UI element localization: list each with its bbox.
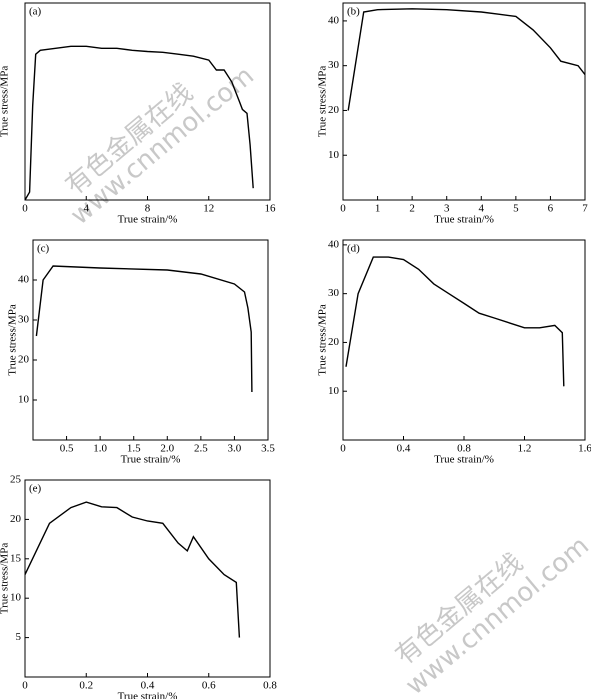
x-tick-label: 12 <box>203 203 214 215</box>
data-line <box>35 265 253 393</box>
x-tick-label: 3.5 <box>261 443 275 455</box>
x-tick-label: 2.0 <box>160 443 174 455</box>
x-tick-label: 0 <box>22 680 28 692</box>
x-tick-label: 5 <box>513 203 519 215</box>
y-tick-label: 20 <box>10 513 22 525</box>
y-tick-label: 40 <box>18 274 30 286</box>
x-tick-label: 4 <box>84 203 90 215</box>
y-axis-label: True stress/MPa <box>317 66 329 138</box>
y-axis-label: True stress/MPa <box>0 66 11 138</box>
x-tick-label: 1.6 <box>578 443 591 455</box>
y-tick-label: 30 <box>328 287 340 299</box>
panel-label: (a) <box>29 6 42 18</box>
y-tick-label: 30 <box>328 59 340 71</box>
y-axis-label: True stress/MPa <box>317 304 329 376</box>
data-line <box>347 8 586 111</box>
x-tick-label: 0.4 <box>141 680 155 692</box>
data-line <box>24 501 241 638</box>
panel-label: (b) <box>347 6 360 18</box>
y-axis-label: True stress/MPa <box>0 543 11 615</box>
plot-frame <box>342 2 586 201</box>
x-tick-label: 6 <box>548 203 554 215</box>
y-tick-label: 30 <box>18 314 30 326</box>
y-tick-label: 20 <box>328 104 340 116</box>
y-tick-label: 5 <box>16 631 22 643</box>
x-tick-label: 0 <box>22 203 28 215</box>
x-tick-label: 0.8 <box>457 443 471 455</box>
x-tick-label: 0 <box>340 203 346 215</box>
x-axis-label: True strain/% <box>118 214 178 226</box>
y-tick-label: 20 <box>328 336 340 348</box>
x-tick-label: 0.8 <box>263 680 277 692</box>
plot-frame <box>24 479 271 678</box>
panel-label: (d) <box>347 243 360 255</box>
x-tick-label: 16 <box>265 203 277 215</box>
x-tick-label: 8 <box>145 203 151 215</box>
y-tick-label: 10 <box>18 394 30 406</box>
x-axis-label: True strain/% <box>434 214 494 226</box>
plot-frame <box>32 239 269 441</box>
x-tick-label: 2.5 <box>194 443 208 455</box>
x-tick-label: 7 <box>582 203 588 215</box>
y-tick-label: 10 <box>10 592 22 604</box>
x-tick-label: 1.0 <box>93 443 107 455</box>
y-tick-label: 40 <box>328 238 340 250</box>
y-tick-label: 40 <box>328 14 340 26</box>
x-tick-label: 1.2 <box>518 443 532 455</box>
x-tick-label: 0.6 <box>202 680 216 692</box>
x-axis-label: True strain/% <box>434 454 494 466</box>
x-tick-label: 0.4 <box>397 443 411 455</box>
x-tick-label: 1.5 <box>127 443 141 455</box>
watermark: www.cnnmol.com <box>65 61 260 231</box>
x-tick-label: 2 <box>409 203 415 215</box>
x-tick-label: 0.5 <box>60 443 74 455</box>
x-tick-label: 4 <box>479 203 485 215</box>
data-line <box>345 256 565 387</box>
plot-frame <box>342 239 586 441</box>
y-tick-label: 25 <box>10 474 22 486</box>
y-tick-label: 15 <box>10 552 22 564</box>
x-tick-label: 3.0 <box>228 443 242 455</box>
y-tick-label: 20 <box>18 354 30 366</box>
data-line <box>24 45 254 201</box>
y-axis-label: True stress/MPa <box>7 304 19 376</box>
x-axis-label: True strain/% <box>121 454 181 466</box>
x-tick-label: 3 <box>444 203 450 215</box>
x-axis-label: True strain/% <box>118 691 178 699</box>
x-tick-label: 0 <box>340 443 346 455</box>
x-tick-label: 0.2 <box>79 680 93 692</box>
panel-label: (c) <box>37 243 50 255</box>
y-tick-label: 10 <box>328 149 340 161</box>
y-tick-label: 10 <box>328 385 340 397</box>
x-tick-label: 1 <box>375 203 381 215</box>
panel-label: (e) <box>29 483 42 495</box>
